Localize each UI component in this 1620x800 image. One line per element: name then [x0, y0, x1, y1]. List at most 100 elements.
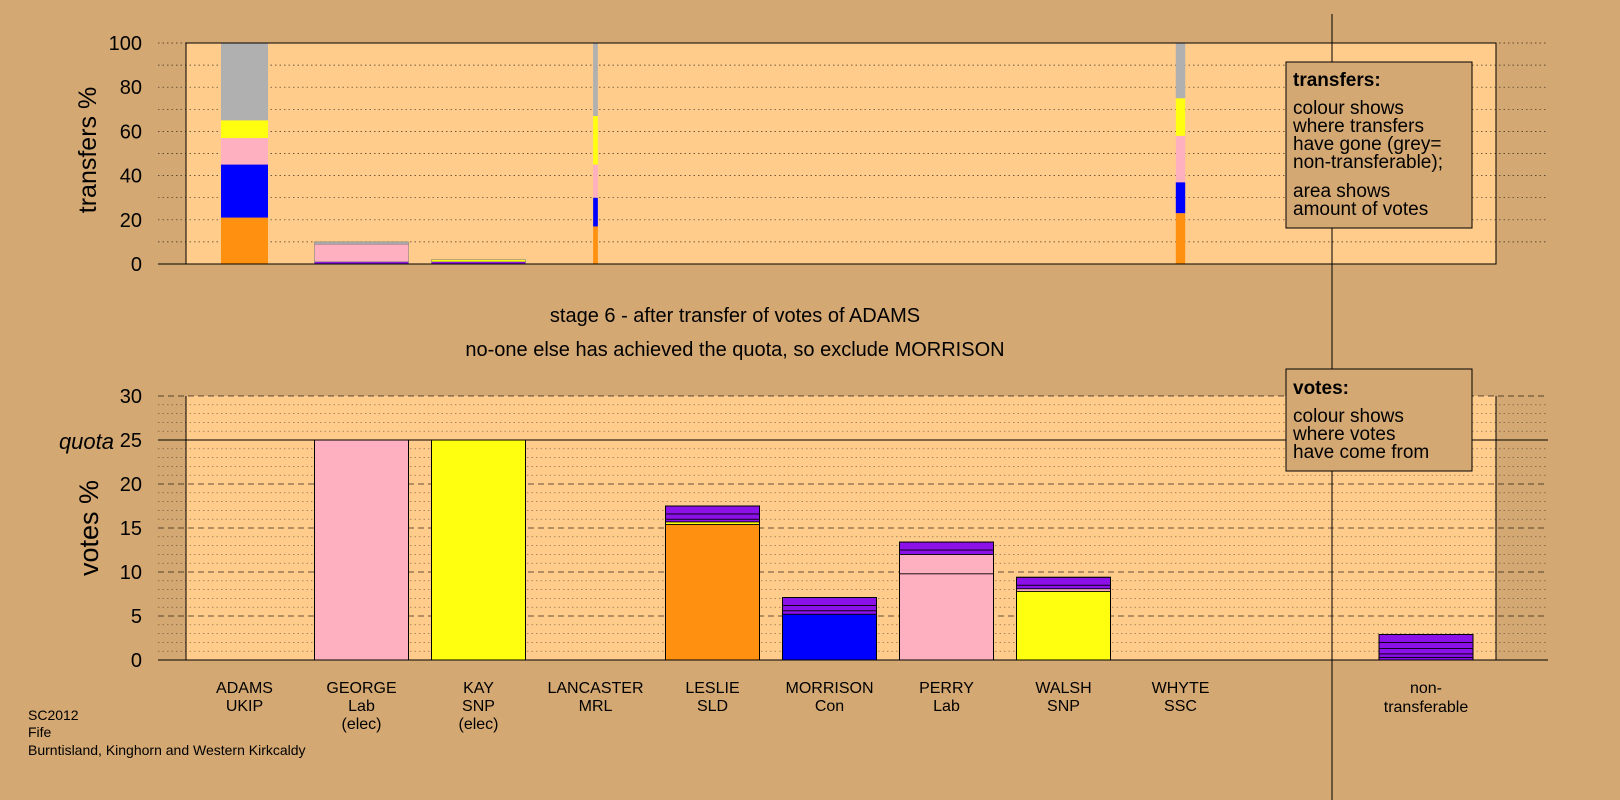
transfers-y-tick-label: 40: [120, 166, 142, 188]
transfer-segment: [431, 259, 526, 263]
transfer-segment: [1175, 213, 1186, 264]
transfers-legend-line: where transfers: [1292, 116, 1424, 137]
candidate-label: LESLIE: [685, 680, 739, 697]
votes-y-tick-label: 20: [120, 474, 142, 496]
transfer-segment: [1175, 98, 1186, 136]
votes-y-tick-label: 5: [131, 606, 142, 628]
vote-segment: [899, 549, 994, 555]
votes-legend-line: colour shows: [1293, 406, 1404, 427]
vote-segment: [431, 439, 526, 661]
candidate-label: Lab: [933, 698, 960, 715]
transfers-y-tick-label: 80: [120, 77, 142, 99]
candidate-label: WALSH: [1035, 680, 1091, 697]
vote-segment: [1016, 576, 1111, 586]
transfers-legend-line: non-transferable);: [1293, 152, 1443, 173]
transfers-axis-label: transfers %: [74, 87, 102, 213]
transfer-segment: [593, 197, 598, 227]
candidate-label: Lab: [348, 698, 375, 715]
candidate-label: ADAMS: [216, 680, 273, 697]
candidate-label: GEORGE: [326, 680, 396, 697]
votes-y-tick-label: 0: [131, 650, 142, 672]
transfers-y-tick-label: 60: [120, 121, 142, 143]
vote-segment: [782, 605, 877, 612]
votes-axis-label: votes %: [74, 480, 104, 576]
transfer-segment: [221, 164, 268, 218]
vote-segment: [1378, 653, 1474, 658]
candidate-label: (elec): [458, 716, 498, 733]
transfers-legend-line: amount of votes: [1293, 199, 1428, 220]
votes-y-tick-label: 25: [120, 430, 142, 452]
footer-election: SC2012: [28, 707, 79, 723]
candidate-label: SLD: [697, 698, 728, 715]
footer-ward: Burntisland, Kinghorn and Western Kirkca…: [28, 742, 306, 758]
vote-segment: [665, 524, 760, 661]
candidate-label: SSC: [1164, 698, 1197, 715]
transfer-segment: [1175, 43, 1186, 99]
quota-label: quota: [59, 429, 114, 454]
transfer-segment: [593, 115, 598, 165]
transfers-legend: transfers: colour shows where transfers …: [1285, 61, 1473, 229]
vote-segment: [665, 513, 760, 520]
transfers-y-tick-label: 20: [120, 210, 142, 232]
vote-segment: [1378, 648, 1474, 655]
votes-legend: votes: colour shows where votes have com…: [1285, 368, 1473, 472]
vote-segment: [314, 439, 409, 661]
vote-segment: [1016, 584, 1111, 590]
transfer-bars: [221, 43, 1186, 265]
transfers-legend-line: have gone (grey=: [1293, 134, 1441, 155]
transfers-gridlines: [158, 42, 1548, 265]
transfer-segment: [1175, 182, 1186, 214]
transfers-y-tick-label: 0: [131, 254, 142, 276]
votes-y-tick-label: 10: [120, 562, 142, 584]
votes-y-tick-label: 15: [120, 518, 142, 540]
candidate-label: MORRISON: [786, 680, 874, 697]
nontransferable-label: non-: [1410, 680, 1442, 697]
nontransferable-label: transferable: [1384, 699, 1469, 716]
transfer-segment: [221, 120, 268, 139]
transfer-segment: [221, 217, 268, 264]
transfer-segment: [314, 243, 409, 263]
candidate-label: Con: [815, 698, 844, 715]
votes-legend-line: where votes: [1292, 424, 1395, 445]
transfer-segment: [593, 226, 598, 264]
candidate-labels: ADAMSUKIPGEORGELab(elec)KAYSNP(elec)LANC…: [216, 680, 1209, 733]
footer-council: Fife: [28, 724, 52, 740]
transfers-y-tick-labels: 0 20 40 60 80 100: [109, 33, 142, 276]
vote-segment: [782, 613, 877, 661]
transfer-segment: [1175, 135, 1186, 183]
candidate-label: WHYTE: [1152, 680, 1210, 697]
candidate-label: UKIP: [226, 698, 263, 715]
votes-y-tick-labels: 0 5 10 15 20 25 30: [120, 386, 142, 672]
vote-segment: [665, 505, 760, 515]
vote-segment: [1378, 634, 1474, 643]
transfer-segment: [221, 138, 268, 165]
candidate-label: KAY: [463, 680, 494, 697]
transfer-segment: [314, 241, 409, 245]
transfer-segment: [593, 43, 598, 116]
stage-subtitle: no-one else has achieved the quota, so e…: [465, 339, 1004, 361]
transfers-plot-frame: [185, 42, 1497, 265]
transfer-segment: [221, 43, 268, 121]
transfer-segment: [593, 164, 598, 198]
candidate-label: MRL: [579, 698, 613, 715]
votes-legend-line: have come from: [1293, 442, 1429, 463]
candidate-label: (elec): [341, 716, 381, 733]
vote-segment: [899, 573, 994, 661]
transfers-legend-line: area shows: [1293, 181, 1390, 202]
vote-segment: [899, 541, 994, 551]
vote-segment: [1016, 590, 1111, 661]
transfers-y-tick-label: 100: [109, 33, 142, 55]
vote-segment: [1378, 642, 1474, 649]
transfers-legend-title: transfers:: [1293, 70, 1381, 91]
candidate-label: PERRY: [919, 680, 974, 697]
transfers-plot-area: [186, 43, 1496, 264]
vote-segment: [782, 610, 877, 615]
candidate-label: SNP: [462, 698, 495, 715]
vote-bars: [314, 439, 1474, 661]
votes-legend-title: votes:: [1293, 378, 1349, 399]
transfers-legend-line: colour shows: [1293, 98, 1404, 119]
stage-title: stage 6 - after transfer of votes of ADA…: [550, 305, 920, 327]
candidate-label: SNP: [1047, 698, 1080, 715]
vote-segment: [899, 554, 994, 575]
